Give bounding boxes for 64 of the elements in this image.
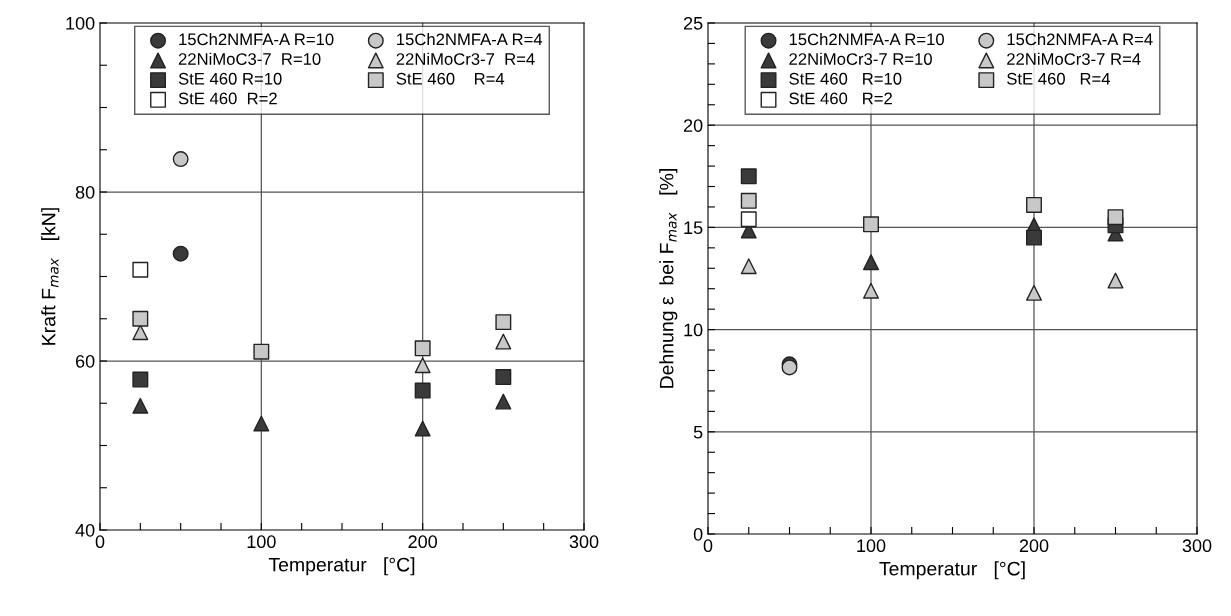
point bbox=[132, 397, 149, 414]
x-tick-label: 100 bbox=[247, 535, 276, 549]
point bbox=[863, 216, 879, 233]
legend-label: 15Ch2NMFA-A R=10 bbox=[789, 33, 944, 46]
x-tick-label: 0 bbox=[703, 539, 713, 553]
point bbox=[172, 151, 189, 168]
text: Dehnung ε bei F$_{max}$ [%] bbox=[659, 169, 678, 388]
y-tick-label: 25 bbox=[683, 16, 703, 30]
x-axis-title: Temperatur [°C] bbox=[879, 561, 1025, 580]
point bbox=[863, 254, 879, 271]
x-tick-label: 300 bbox=[1182, 539, 1212, 553]
point bbox=[253, 343, 270, 360]
point bbox=[495, 393, 512, 410]
y-tick-label: 5 bbox=[693, 425, 703, 439]
y-tick-label: 80 bbox=[75, 185, 95, 199]
point bbox=[740, 192, 757, 209]
legend-label: 15Ch2NMFA-A R=4 bbox=[397, 33, 543, 46]
point bbox=[495, 333, 512, 350]
x-tick-label: 200 bbox=[408, 535, 438, 549]
y-tick-label: 15 bbox=[684, 221, 703, 235]
point bbox=[132, 324, 149, 341]
point bbox=[495, 369, 512, 386]
legend-label: StE 460 R=4 bbox=[1007, 72, 1111, 85]
text: Kraft F$_{max}$ [kN] bbox=[41, 208, 60, 345]
legend-label: StE 460 R=4 bbox=[396, 72, 505, 85]
point bbox=[495, 314, 512, 331]
point bbox=[414, 357, 431, 374]
point bbox=[172, 245, 189, 262]
point bbox=[1026, 196, 1042, 213]
legend-label: StE 460 R=10 bbox=[178, 72, 282, 85]
y-tick-label: 60 bbox=[75, 354, 95, 368]
legend-label: 22NiMoCr3-7 R=4 bbox=[396, 52, 535, 65]
point bbox=[863, 282, 879, 299]
x-axis-title: Temperatur [°C] bbox=[268, 557, 415, 576]
legend-label: StE 460 R=2 bbox=[178, 92, 277, 105]
point bbox=[1107, 272, 1124, 289]
y-tick-label: 10 bbox=[684, 323, 703, 337]
legend-label: 15Ch2NMFA-A R=4 bbox=[1007, 33, 1153, 46]
point bbox=[414, 420, 431, 437]
point bbox=[740, 211, 757, 228]
point bbox=[1107, 209, 1124, 226]
point bbox=[414, 382, 431, 399]
legend-label: StE 460 R=2 bbox=[789, 92, 892, 105]
point bbox=[132, 261, 149, 278]
point bbox=[740, 258, 757, 275]
point bbox=[132, 310, 149, 327]
point bbox=[740, 168, 757, 185]
point bbox=[414, 340, 431, 357]
point bbox=[1026, 284, 1042, 301]
x-tick-label: 0 bbox=[95, 535, 105, 549]
y-tick-label: 100 bbox=[66, 16, 95, 30]
y-tick-label: 20 bbox=[683, 119, 703, 132]
legend-label: 15Ch2NMFA-A R=10 bbox=[179, 33, 334, 46]
legend-label: 22NiMoC3-7 R=10 bbox=[178, 52, 321, 65]
x-tick-label: 100 bbox=[857, 539, 886, 553]
legend-label: 22NiMoCr3-7 R=10 bbox=[789, 52, 932, 65]
point bbox=[253, 415, 270, 432]
y-tick-label: 40 bbox=[75, 523, 95, 537]
x-tick-label: 300 bbox=[569, 535, 599, 549]
legend-label: 22NiMoCr3-7 R=4 bbox=[1007, 52, 1141, 65]
x-tick-label: 200 bbox=[1019, 539, 1049, 553]
point bbox=[1026, 229, 1042, 246]
legend-label: StE 460 R=10 bbox=[789, 72, 902, 85]
point bbox=[132, 371, 149, 388]
